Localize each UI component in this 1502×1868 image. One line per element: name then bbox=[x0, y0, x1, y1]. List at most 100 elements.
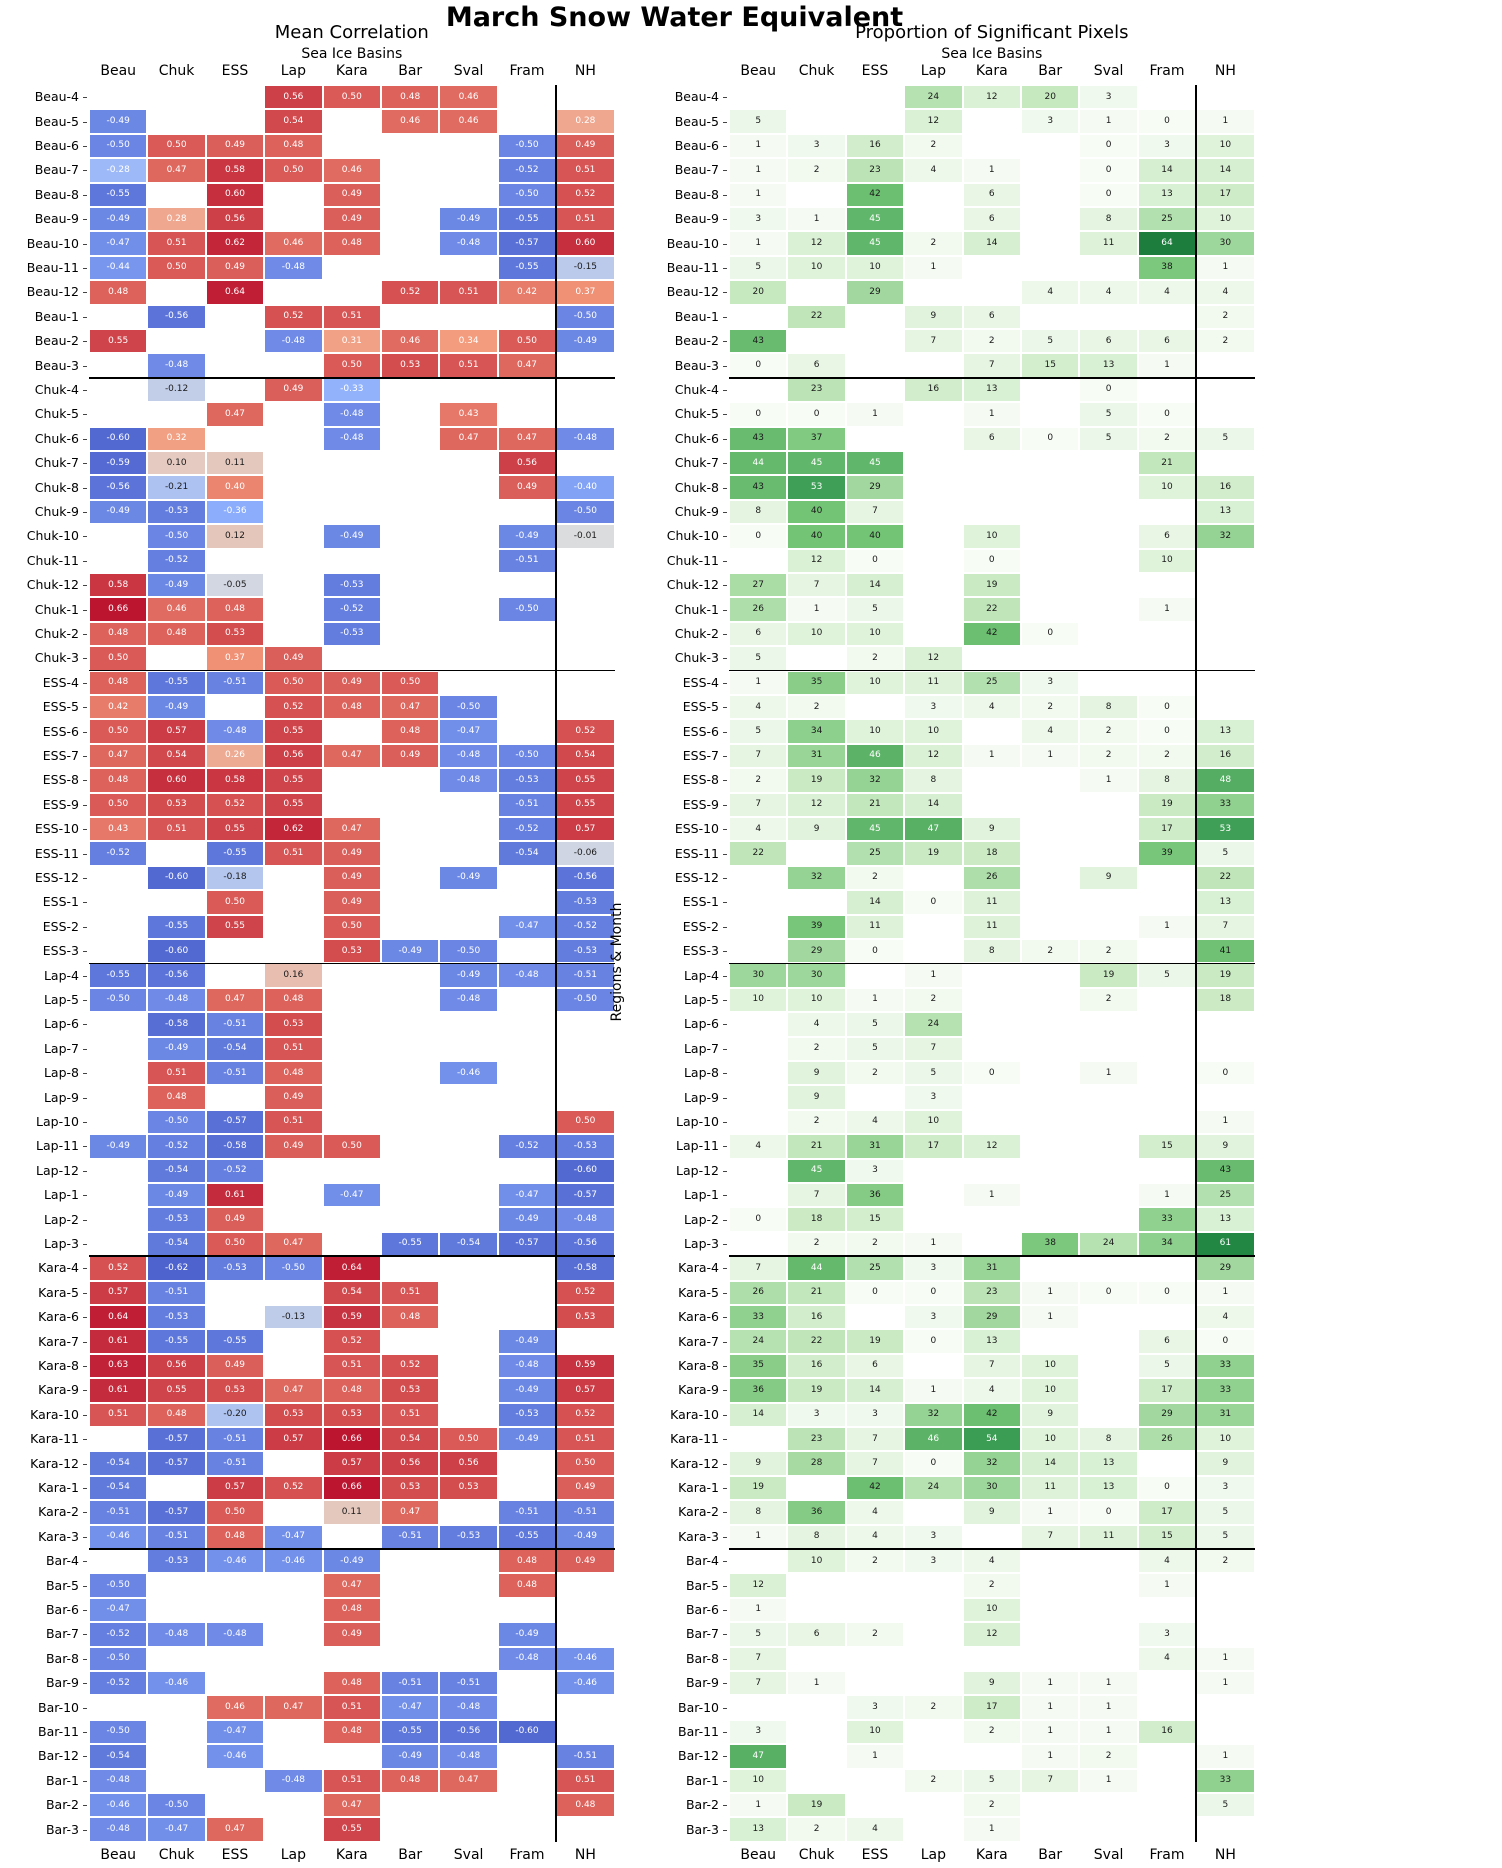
row-label-ess-7: ESS-7 bbox=[42, 748, 79, 763]
heatmap-cell: 0.49 bbox=[497, 475, 557, 500]
heatmap-cell bbox=[1079, 1207, 1138, 1232]
heatmap-cell bbox=[1021, 1622, 1080, 1647]
heatmap-cell: 7 bbox=[962, 353, 1021, 378]
heatmap-cell: 2 bbox=[904, 1695, 963, 1720]
heatmap-cell: 27 bbox=[729, 573, 788, 598]
heatmap-cell: -0.48 bbox=[497, 963, 557, 988]
heatmap-cell: 0.50 bbox=[147, 255, 206, 281]
heatmap-cell: 1 bbox=[1079, 1671, 1138, 1696]
heatmap-cell bbox=[89, 1158, 148, 1183]
heatmap-cell: 10 bbox=[904, 719, 963, 744]
heatmap-cell bbox=[322, 792, 381, 817]
y-tick bbox=[83, 951, 87, 953]
heatmap-cell: -0.49 bbox=[497, 1622, 557, 1647]
heatmap-cell: 0.48 bbox=[264, 133, 323, 159]
heatmap-cell bbox=[89, 402, 148, 427]
heatmap-cell bbox=[439, 1207, 498, 1232]
heatmap-cell: 4 bbox=[962, 695, 1021, 720]
heatmap-cell: 0.49 bbox=[264, 1134, 323, 1159]
heatmap-cell: 0.50 bbox=[89, 792, 148, 817]
heatmap-cell: 0 bbox=[845, 939, 905, 964]
heatmap-cell bbox=[264, 1451, 323, 1476]
heatmap-cell: -0.52 bbox=[89, 841, 148, 866]
heatmap-cell: 0.52 bbox=[264, 695, 323, 720]
heatmap-cell bbox=[322, 548, 381, 573]
heatmap-cell: 7 bbox=[1021, 1524, 1080, 1549]
heatmap-cell bbox=[904, 1622, 963, 1647]
heatmap-cell: 41 bbox=[1196, 939, 1255, 964]
heatmap-cell bbox=[787, 182, 846, 207]
row-label-beau-7: Beau-7 bbox=[34, 162, 79, 178]
heatmap-cell bbox=[322, 987, 381, 1013]
heatmap-cell: 21 bbox=[1137, 451, 1197, 476]
heatmap-cell bbox=[147, 646, 206, 671]
heatmap-cell: 9 bbox=[962, 1500, 1021, 1525]
row-label-bar-4: Bar-4 bbox=[45, 1553, 79, 1569]
col-header-nh: NH bbox=[1214, 63, 1236, 79]
heatmap-cell: 7 bbox=[787, 1183, 846, 1208]
y-tick bbox=[723, 243, 727, 245]
row-label-chuk-5: Chuk-5 bbox=[674, 406, 719, 422]
heatmap-cell bbox=[1196, 353, 1255, 378]
heatmap-cell: 5 bbox=[962, 1768, 1021, 1793]
heatmap-cell: 6 bbox=[845, 1353, 905, 1379]
heatmap-cell bbox=[264, 939, 323, 964]
heatmap-cell bbox=[497, 695, 557, 720]
heatmap-cell: 7 bbox=[729, 743, 788, 769]
y-tick bbox=[723, 487, 727, 489]
heatmap-cell: -0.47 bbox=[497, 914, 557, 939]
heatmap-cell bbox=[1079, 1134, 1138, 1159]
row-label-ess-12: ESS-12 bbox=[674, 870, 719, 885]
heatmap-cell bbox=[322, 1207, 381, 1232]
heatmap-cell: 1 bbox=[845, 402, 905, 427]
heatmap-cell bbox=[264, 499, 323, 525]
heatmap-cell: 7 bbox=[729, 1646, 788, 1671]
heatmap-cell: 25 bbox=[1137, 207, 1197, 232]
heatmap-cell: 0.53 bbox=[147, 792, 206, 817]
panel-subtitle: Proportion of Significant Pixels bbox=[855, 22, 1129, 43]
heatmap-cell bbox=[381, 207, 440, 232]
heatmap-cell: 5 bbox=[1137, 963, 1197, 988]
heatmap-cell bbox=[1137, 377, 1197, 403]
heatmap-cell: -0.50 bbox=[264, 1256, 323, 1281]
heatmap-cell bbox=[1137, 646, 1197, 671]
heatmap-cell: 0.55 bbox=[264, 768, 323, 793]
heatmap-cell: 19 bbox=[1137, 792, 1197, 817]
heatmap-cell bbox=[89, 548, 148, 573]
row-label-ess-3: ESS-3 bbox=[682, 943, 719, 959]
heatmap-cell: 0 bbox=[1021, 621, 1080, 647]
heatmap-cell bbox=[904, 402, 963, 427]
heatmap-cell bbox=[556, 621, 615, 647]
heatmap-cell: 0.51 bbox=[381, 1402, 440, 1427]
heatmap-cell: 0.52 bbox=[556, 1402, 615, 1427]
heatmap-cell: -0.46 bbox=[205, 1744, 265, 1769]
heatmap-cell: 31 bbox=[787, 743, 846, 769]
heatmap-cell: 0.47 bbox=[322, 817, 381, 842]
heatmap-cell: 0.50 bbox=[439, 1427, 498, 1452]
heatmap-cell: 0.48 bbox=[322, 1719, 381, 1745]
heatmap-cell: 0.61 bbox=[205, 1183, 265, 1208]
y-tick bbox=[83, 1390, 87, 1392]
row-label-lap-12: Lap-12 bbox=[676, 1162, 719, 1178]
region-separator-line bbox=[729, 962, 1255, 965]
heatmap-cell: 0.11 bbox=[205, 451, 265, 476]
heatmap-cell: 1 bbox=[1196, 1109, 1255, 1135]
heatmap-cell bbox=[1079, 914, 1138, 939]
heatmap-cell bbox=[264, 475, 323, 500]
y-tick bbox=[723, 1512, 727, 1514]
heatmap-cell bbox=[1021, 1085, 1080, 1110]
heatmap-cell: 40 bbox=[787, 524, 846, 549]
y-tick bbox=[83, 1000, 87, 1001]
heatmap-cell bbox=[1021, 1207, 1080, 1232]
heatmap-cell: 0.48 bbox=[205, 597, 265, 622]
heatmap-cell: 3 bbox=[729, 1719, 788, 1745]
heatmap-cell bbox=[1021, 1061, 1080, 1086]
y-tick bbox=[723, 1073, 727, 1075]
y-tick bbox=[83, 682, 87, 684]
heatmap-cell bbox=[497, 1451, 557, 1476]
heatmap-cell: 0.66 bbox=[89, 597, 148, 622]
heatmap-cell: -0.06 bbox=[556, 841, 615, 866]
heatmap-cell bbox=[147, 329, 206, 354]
row-label-ess-4: ESS-4 bbox=[682, 674, 719, 690]
heatmap-cell: 42 bbox=[845, 1475, 905, 1501]
